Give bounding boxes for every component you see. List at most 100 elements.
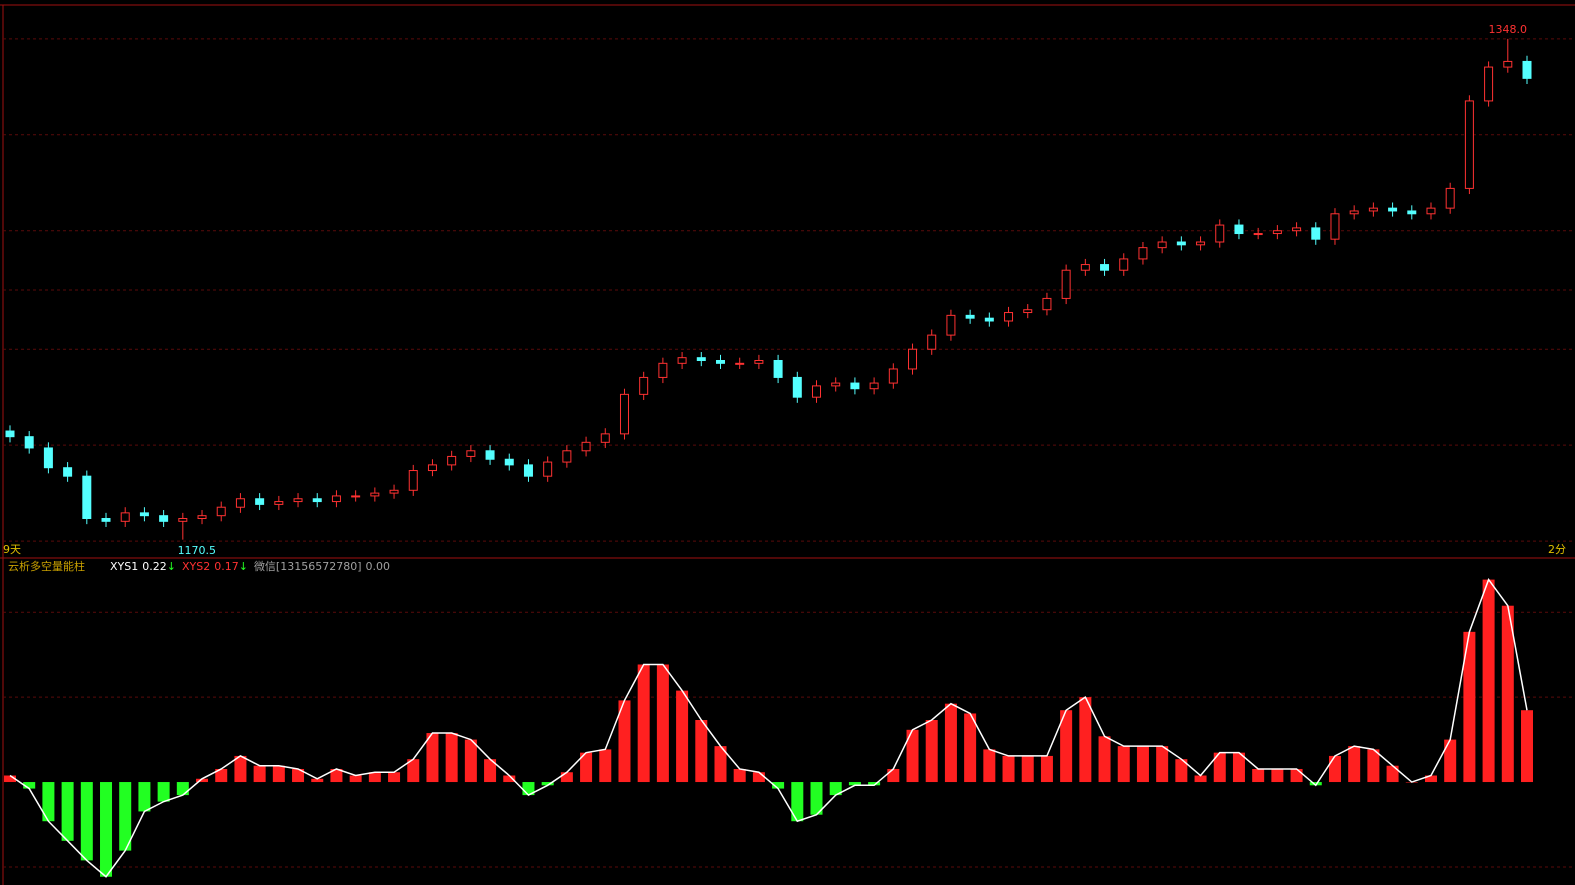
energy-bar	[906, 729, 919, 783]
candle-body	[543, 461, 553, 477]
energy-bar	[1194, 775, 1207, 783]
candle-body	[24, 436, 34, 449]
energy-bar	[215, 768, 228, 783]
energy-bar	[349, 775, 362, 783]
energy-bar	[1252, 768, 1265, 783]
energy-bar	[368, 772, 381, 783]
candle-body	[600, 433, 610, 443]
candle-body	[850, 382, 860, 390]
candle-body	[351, 495, 361, 498]
candle-body	[1522, 60, 1532, 79]
candle-body	[1176, 241, 1186, 246]
energy-bar	[253, 765, 266, 783]
energy-bar	[1444, 739, 1457, 783]
energy-bar	[1156, 746, 1169, 783]
energy-bar	[695, 720, 708, 783]
candle-body	[159, 515, 169, 522]
energy-bar	[234, 755, 247, 783]
energy-bar	[196, 778, 209, 783]
candle-body	[1196, 241, 1206, 246]
energy-bar	[426, 733, 439, 783]
energy-bar	[1482, 579, 1495, 783]
energy-bar	[676, 690, 689, 783]
candle-body	[1330, 213, 1340, 240]
candle-body	[869, 382, 879, 390]
legend-name: 微信[13156572780]	[254, 559, 362, 573]
candle-body	[1464, 100, 1474, 189]
candle-body	[1215, 224, 1225, 243]
candle-body	[1272, 230, 1282, 235]
energy-bar	[1309, 782, 1322, 786]
candle-body	[965, 314, 975, 319]
energy-bar	[1521, 710, 1533, 783]
period-label: 9天	[3, 543, 21, 556]
candle-body	[63, 467, 73, 477]
energy-bar	[484, 759, 497, 783]
candle-body	[773, 360, 783, 378]
candle-body	[1368, 207, 1378, 212]
candle-body	[792, 376, 802, 398]
energy-bar	[1424, 775, 1437, 783]
candle-body	[1080, 264, 1090, 271]
energy-bar	[1002, 755, 1015, 783]
candle-body	[581, 441, 591, 452]
max-price-label: 1348.0	[1489, 23, 1528, 36]
candle-body	[1100, 264, 1110, 271]
candle-body	[754, 360, 764, 364]
energy-bar	[272, 765, 285, 783]
legend-name: XYS1	[110, 560, 138, 573]
candle-body	[178, 518, 188, 522]
candle-body	[101, 518, 111, 522]
energy-bar	[618, 700, 631, 783]
energy-bar	[100, 782, 113, 877]
energy-bar	[1290, 768, 1303, 783]
candle-body	[812, 385, 822, 398]
energy-bar	[138, 782, 151, 812]
energy-bar	[176, 782, 189, 796]
candle-body	[1484, 66, 1494, 102]
candle-body	[274, 501, 284, 505]
energy-bar	[829, 782, 842, 796]
energy-bar	[656, 664, 669, 783]
energy-bar	[541, 782, 554, 786]
energy-bar	[1098, 736, 1111, 783]
candle-body	[523, 464, 533, 477]
energy-bar	[330, 768, 343, 783]
candle-body	[312, 498, 322, 503]
candle-body	[1234, 224, 1244, 235]
candle-body	[639, 376, 649, 395]
candle-body	[370, 492, 380, 497]
energy-bar	[119, 782, 132, 851]
energy-bar	[848, 782, 861, 786]
energy-bar	[599, 749, 612, 783]
candle-body	[331, 495, 341, 503]
candle-body	[389, 489, 399, 494]
candle-body	[1426, 207, 1436, 215]
energy-bar	[752, 772, 765, 783]
candle-body	[1445, 187, 1455, 209]
legend-arrow: ↓	[239, 560, 248, 573]
energy-bar	[1136, 746, 1149, 783]
energy-bar	[1232, 752, 1245, 783]
candle-body	[485, 450, 495, 460]
candle-body	[1023, 309, 1033, 314]
energy-bar	[1271, 768, 1284, 783]
candle-body	[1042, 297, 1052, 311]
candle-body	[696, 357, 706, 361]
candle-body	[504, 458, 514, 466]
energy-bar	[1021, 755, 1034, 783]
energy-bar	[80, 782, 93, 861]
energy-bar	[810, 782, 823, 815]
energy-bar	[1079, 697, 1092, 783]
candle-body	[984, 317, 994, 322]
indicator-title[interactable]: 云析多空量能柱	[8, 559, 85, 573]
candle-body	[658, 362, 668, 378]
candle-body	[427, 464, 437, 472]
candle-body	[1388, 207, 1398, 212]
candle-body	[235, 498, 245, 508]
candle-body	[5, 430, 15, 438]
candle-body	[927, 334, 937, 350]
energy-bar	[1328, 755, 1341, 783]
